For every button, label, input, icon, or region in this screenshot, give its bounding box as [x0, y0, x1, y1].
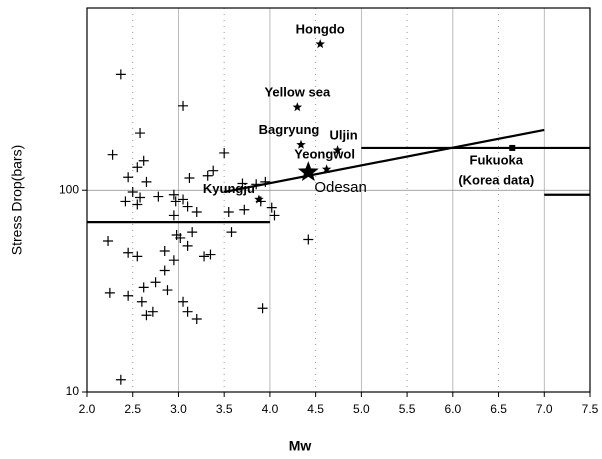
- event-marker: [315, 39, 325, 49]
- point: [104, 287, 115, 298]
- point: [257, 303, 268, 314]
- point: [168, 210, 179, 221]
- point: [168, 189, 179, 200]
- event-marker: [296, 139, 306, 149]
- point: [159, 245, 170, 256]
- point: [175, 232, 186, 243]
- event-label: Yeongwol: [294, 147, 355, 162]
- x-tick-label: 3.5: [216, 402, 233, 416]
- point: [123, 247, 134, 258]
- event-marker: [332, 145, 343, 155]
- y-tick-label: 10: [66, 384, 80, 398]
- point: [153, 191, 164, 202]
- point: [239, 204, 250, 215]
- point: [141, 176, 152, 187]
- point: [136, 296, 147, 307]
- event-label: Odesan: [314, 179, 367, 196]
- x-tick-label: 2.0: [79, 402, 96, 416]
- x-tick-label: 6.0: [444, 402, 461, 416]
- point: [182, 201, 193, 212]
- x-tick-label: 7.0: [536, 402, 553, 416]
- point: [170, 196, 181, 207]
- point: [251, 179, 262, 190]
- model-line: [223, 128, 545, 194]
- point: [184, 172, 195, 183]
- point: [107, 149, 118, 160]
- point: [115, 69, 126, 80]
- event-label: Yellow sea: [264, 85, 331, 100]
- event-label: Hongdo: [296, 22, 345, 37]
- point: [132, 251, 143, 262]
- point: [223, 206, 234, 217]
- point: [147, 306, 158, 317]
- point: [237, 178, 248, 189]
- point: [202, 170, 213, 181]
- point: [303, 234, 314, 245]
- point: [208, 165, 219, 176]
- point: [191, 314, 202, 325]
- x-tick-label: 4.5: [307, 402, 324, 416]
- y-tick-label: 100: [59, 182, 79, 196]
- point: [205, 249, 216, 260]
- point: [187, 227, 198, 238]
- x-tick-label: 5.5: [399, 402, 416, 416]
- point: [178, 100, 189, 111]
- x-axis-label: Mw: [289, 438, 312, 454]
- event-label: Uljin: [329, 128, 357, 143]
- point: [159, 265, 170, 276]
- x-tick-label: 3.0: [170, 402, 187, 416]
- point: [150, 277, 161, 288]
- event-label: Kyungju: [203, 181, 255, 196]
- point: [132, 162, 143, 173]
- point: [226, 227, 237, 238]
- point: [132, 199, 143, 210]
- point: [266, 202, 277, 213]
- point: [138, 155, 149, 166]
- point: [123, 172, 134, 183]
- x-tick-label: 6.5: [490, 402, 507, 416]
- point: [260, 176, 271, 187]
- point: [103, 236, 114, 247]
- point: [115, 374, 126, 385]
- point: [182, 306, 193, 317]
- x-tick-label: 5.0: [353, 402, 370, 416]
- event-marker: [321, 164, 332, 174]
- point: [219, 147, 230, 158]
- point: [141, 310, 152, 321]
- point: [162, 285, 173, 296]
- x-tick-label: 4.0: [262, 402, 279, 416]
- point: [123, 290, 134, 301]
- plot-frame: [86, 7, 591, 393]
- point: [120, 196, 131, 207]
- point: [178, 194, 189, 205]
- event-label: Bagryung: [259, 122, 320, 137]
- event-marker: [254, 194, 264, 204]
- point: [168, 255, 179, 266]
- y-axis-label: Stress Drop(bars): [9, 145, 25, 255]
- point: [127, 186, 138, 197]
- event-marker: [292, 102, 303, 112]
- annotation: (Korea data): [458, 172, 534, 187]
- point: [138, 282, 149, 293]
- x-tick-label: 7.5: [582, 402, 599, 416]
- point: [199, 251, 210, 262]
- event-label: Fukuoka: [470, 152, 524, 167]
- point: [182, 240, 193, 251]
- point: [178, 296, 189, 307]
- event-marker: [509, 144, 516, 151]
- point: [191, 206, 202, 217]
- point: [135, 128, 146, 139]
- x-tick-label: 2.5: [124, 402, 141, 416]
- event-marker: [297, 161, 319, 181]
- point: [135, 192, 146, 203]
- point: [269, 210, 280, 221]
